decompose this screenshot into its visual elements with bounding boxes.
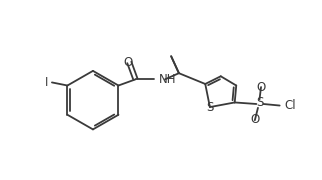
Text: S: S <box>257 96 264 109</box>
Text: S: S <box>206 101 213 114</box>
Text: O: O <box>123 56 132 69</box>
Text: I: I <box>45 76 48 89</box>
Text: O: O <box>256 81 266 94</box>
Text: O: O <box>250 113 260 126</box>
Text: Cl: Cl <box>284 99 296 112</box>
Text: NH: NH <box>159 73 176 86</box>
